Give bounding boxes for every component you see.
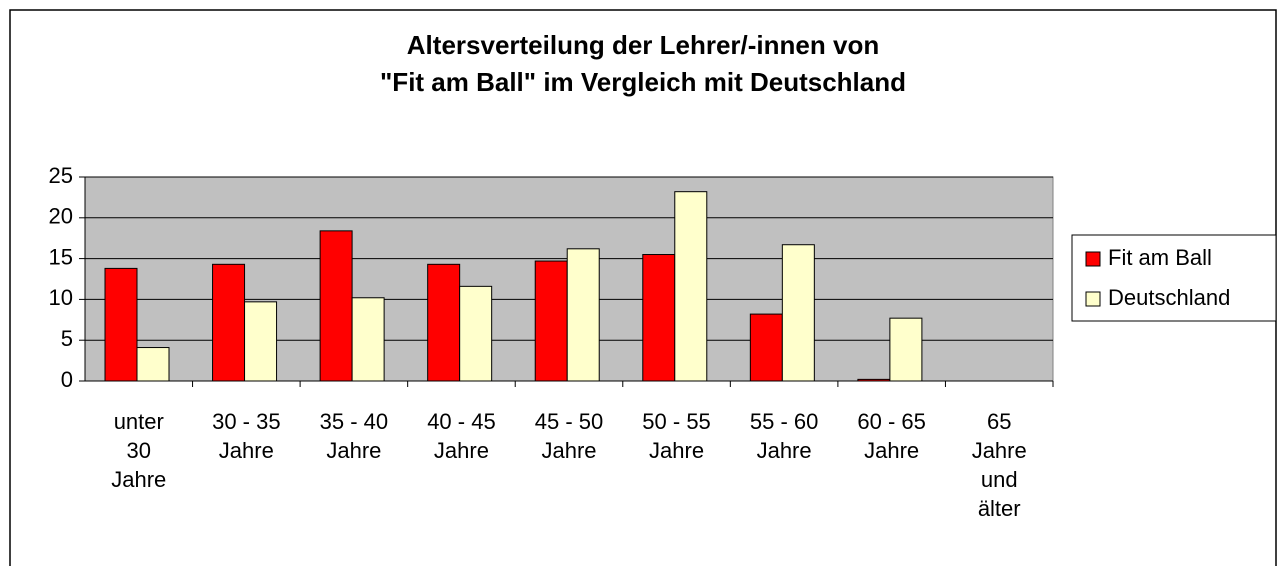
y-tick-label: 25 xyxy=(49,163,73,188)
chart-title: "Fit am Ball" im Vergleich mit Deutschla… xyxy=(379,67,906,97)
bar xyxy=(136,347,170,382)
chart-title: Altersverteilung der Lehrer/-innen von xyxy=(406,30,880,60)
bar xyxy=(427,263,461,382)
bar xyxy=(104,267,138,382)
bar xyxy=(212,263,246,382)
bar xyxy=(674,191,708,382)
bar xyxy=(534,260,568,382)
x-tick-label: 55 - 60 Jahre xyxy=(749,409,819,463)
y-tick-label: 15 xyxy=(49,244,73,269)
legend-box xyxy=(1071,234,1277,322)
bar xyxy=(319,230,353,382)
y-tick-label: 0 xyxy=(61,367,73,392)
y-tick-label: 5 xyxy=(61,326,73,351)
bar xyxy=(642,254,676,382)
x-tick-label: unter 30 Jahre xyxy=(111,409,167,492)
y-tick-label: 10 xyxy=(49,285,73,310)
legend-label: Deutschland xyxy=(1108,285,1230,310)
bar xyxy=(459,285,493,382)
x-tick-label: 50 - 55 Jahre xyxy=(642,409,711,463)
bar xyxy=(889,317,923,382)
bar xyxy=(351,297,385,382)
bar xyxy=(749,313,783,382)
x-tick-label: 35 - 40 Jahre xyxy=(319,409,389,463)
bar xyxy=(566,248,600,382)
x-tick-label: 60 - 65 Jahre xyxy=(857,409,926,463)
x-tick-label: 45 - 50 Jahre xyxy=(534,409,604,463)
legend-swatch xyxy=(1085,291,1101,307)
legend-label: Fit am Ball xyxy=(1108,245,1212,270)
bar xyxy=(244,301,278,382)
x-tick-label: 65 Jahre und älter xyxy=(971,409,1027,521)
bar xyxy=(857,378,891,382)
bar xyxy=(781,244,815,382)
x-tick-label: 30 - 35 Jahre xyxy=(212,409,281,463)
x-tick-label: 40 - 45 Jahre xyxy=(427,409,496,463)
legend-swatch xyxy=(1085,251,1101,267)
y-tick-label: 20 xyxy=(49,204,73,229)
